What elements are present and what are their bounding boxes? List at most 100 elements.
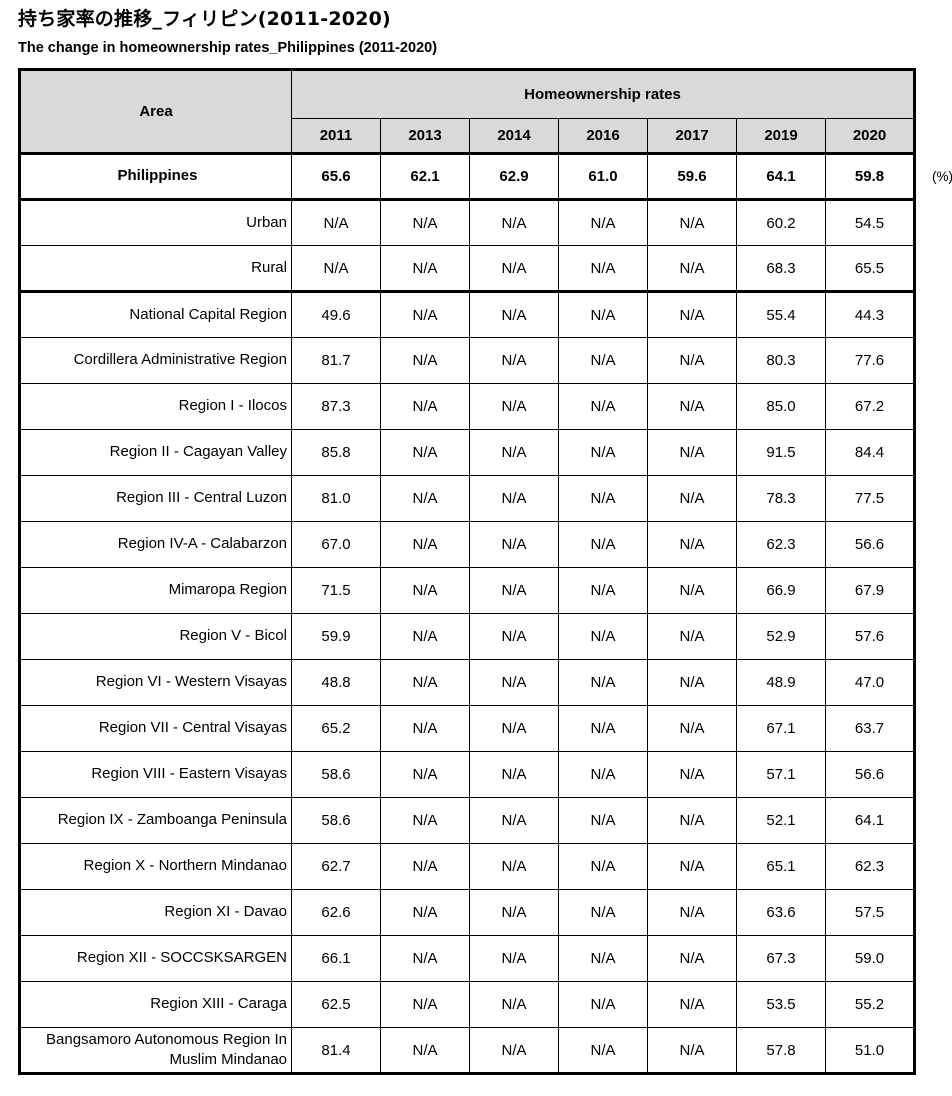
value-cell: 59.6 bbox=[647, 153, 737, 201]
value-cell: 84.4 bbox=[824, 429, 916, 476]
value-cell: N/A bbox=[558, 889, 648, 936]
value-cell: N/A bbox=[469, 935, 559, 982]
area-cell: Region IV-A - Calabarzon bbox=[19, 521, 292, 568]
table-row: Region VII - Central Visayas 65.2 N/A N/A N/… bbox=[19, 705, 916, 752]
homeownership-table-wrapper: Area Homeownership rates 2011 2013 2014 201… bbox=[18, 68, 952, 1075]
value-cell: 54.5 bbox=[824, 199, 916, 246]
value-cell: N/A bbox=[469, 889, 559, 936]
value-cell: 67.2 bbox=[824, 383, 916, 430]
value-cell: N/A bbox=[291, 245, 381, 293]
value-cell: N/A bbox=[558, 521, 648, 568]
value-cell: N/A bbox=[647, 751, 737, 798]
value-cell: N/A bbox=[469, 981, 559, 1028]
value-cell: N/A bbox=[647, 935, 737, 982]
area-cell: Cordillera Administrative Region bbox=[19, 337, 292, 384]
value-cell: N/A bbox=[558, 659, 648, 706]
value-cell: N/A bbox=[469, 199, 559, 246]
value-cell: N/A bbox=[647, 337, 737, 384]
value-cell: 48.9 bbox=[736, 659, 826, 706]
area-cell: Region II - Cagayan Valley bbox=[19, 429, 292, 476]
value-cell: N/A bbox=[647, 889, 737, 936]
area-cell: Region X - Northern Mindanao bbox=[19, 843, 292, 890]
value-cell: N/A bbox=[380, 291, 470, 338]
value-cell: N/A bbox=[647, 797, 737, 844]
value-cell: N/A bbox=[558, 613, 648, 660]
value-cell: 55.4 bbox=[736, 291, 826, 338]
value-cell: N/A bbox=[558, 337, 648, 384]
area-cell: Rural bbox=[19, 245, 292, 293]
group-header-row: Area Homeownership rates bbox=[19, 69, 916, 155]
value-cell: 58.6 bbox=[291, 751, 381, 798]
value-cell: N/A bbox=[647, 429, 737, 476]
table-row: Cordillera Administrative Region 81.7 N/A N… bbox=[19, 337, 916, 384]
year-header-2016: 2016 bbox=[558, 118, 648, 155]
area-cell: Region I - Ilocos bbox=[19, 383, 292, 430]
value-cell: N/A bbox=[558, 1027, 648, 1074]
value-cell: N/A bbox=[380, 1027, 470, 1074]
value-cell: 62.9 bbox=[469, 153, 559, 201]
table-row: Philippines 65.6 62.1 62.9 61.0 59.6 64.1 59.8 bbox=[19, 153, 916, 201]
value-cell: N/A bbox=[380, 889, 470, 936]
area-cell: Region V - Bicol bbox=[19, 613, 292, 660]
value-cell: N/A bbox=[469, 613, 559, 660]
value-cell: N/A bbox=[469, 383, 559, 430]
area-cell: Region VII - Central Visayas bbox=[19, 705, 292, 752]
value-cell: 53.5 bbox=[736, 981, 826, 1028]
value-cell: N/A bbox=[380, 797, 470, 844]
area-cell: Bangsamoro Autonomous Region In Muslim M… bbox=[19, 1027, 292, 1074]
value-cell: 63.7 bbox=[824, 705, 916, 752]
value-cell: N/A bbox=[647, 475, 737, 522]
table-row: Region X - Northern Mindanao 62.7 N/A N/A N/… bbox=[19, 843, 916, 890]
value-cell: 63.6 bbox=[736, 889, 826, 936]
table-row: Region VI - Western Visayas 48.8 N/A N/A N/A… bbox=[19, 659, 916, 706]
value-cell: 85.8 bbox=[291, 429, 381, 476]
table-row: Region IV-A - Calabarzon 67.0 N/A N/A N/A N/A… bbox=[19, 521, 916, 568]
year-header-row: 2011 2013 2014 2016 2017 2019 2020 bbox=[20, 118, 916, 155]
area-cell: Urban bbox=[19, 199, 292, 246]
table-body: Philippines 65.6 62.1 62.9 61.0 59.6 64.1 59.8 U… bbox=[19, 153, 916, 1074]
value-cell: 62.3 bbox=[824, 843, 916, 890]
table-row: Region XII - SOCCSKSARGEN 66.1 N/A N/A N/A N/… bbox=[19, 935, 916, 982]
value-cell: 57.5 bbox=[824, 889, 916, 936]
year-header-2014: 2014 bbox=[469, 118, 559, 155]
value-cell: N/A bbox=[380, 245, 470, 293]
value-cell: 67.0 bbox=[291, 521, 381, 568]
value-cell: N/A bbox=[469, 1027, 559, 1074]
area-cell: Mimaropa Region bbox=[19, 567, 292, 614]
value-cell: 91.5 bbox=[736, 429, 826, 476]
value-cell: N/A bbox=[380, 659, 470, 706]
page-subtitle: The change in homeownership rates_Philip… bbox=[18, 40, 438, 56]
value-cell: 47.0 bbox=[824, 659, 916, 706]
value-cell: N/A bbox=[647, 291, 737, 338]
value-cell: 62.3 bbox=[736, 521, 826, 568]
value-cell: 77.5 bbox=[824, 475, 916, 522]
value-cell: 64.1 bbox=[736, 153, 826, 201]
value-cell: N/A bbox=[380, 981, 470, 1028]
value-cell: 57.8 bbox=[736, 1027, 826, 1074]
value-cell: N/A bbox=[647, 383, 737, 430]
value-cell: 78.3 bbox=[736, 475, 826, 522]
table-row: Bangsamoro Autonomous Region In Muslim M… bbox=[19, 1027, 916, 1074]
year-header-2017: 2017 bbox=[647, 118, 737, 155]
table-row: Region XI - Davao 62.6 N/A N/A N/A N/A 63.6 57.… bbox=[19, 889, 916, 936]
value-cell: 62.1 bbox=[380, 153, 470, 201]
value-cell: N/A bbox=[558, 705, 648, 752]
value-cell: 62.7 bbox=[291, 843, 381, 890]
value-cell: N/A bbox=[380, 751, 470, 798]
value-cell: 81.0 bbox=[291, 475, 381, 522]
value-cell: N/A bbox=[558, 245, 648, 293]
value-cell: 62.5 bbox=[291, 981, 381, 1028]
value-cell: N/A bbox=[558, 383, 648, 430]
value-cell: N/A bbox=[380, 199, 470, 246]
year-header-2020: 2020 bbox=[824, 118, 916, 155]
area-cell: National Capital Region bbox=[19, 291, 292, 338]
value-cell: 66.1 bbox=[291, 935, 381, 982]
value-cell: 65.1 bbox=[736, 843, 826, 890]
value-cell: N/A bbox=[380, 567, 470, 614]
value-cell: 60.2 bbox=[736, 199, 826, 246]
value-cell: N/A bbox=[647, 199, 737, 246]
value-cell: 87.3 bbox=[291, 383, 381, 430]
value-cell: 67.1 bbox=[736, 705, 826, 752]
value-cell: N/A bbox=[647, 1027, 737, 1074]
